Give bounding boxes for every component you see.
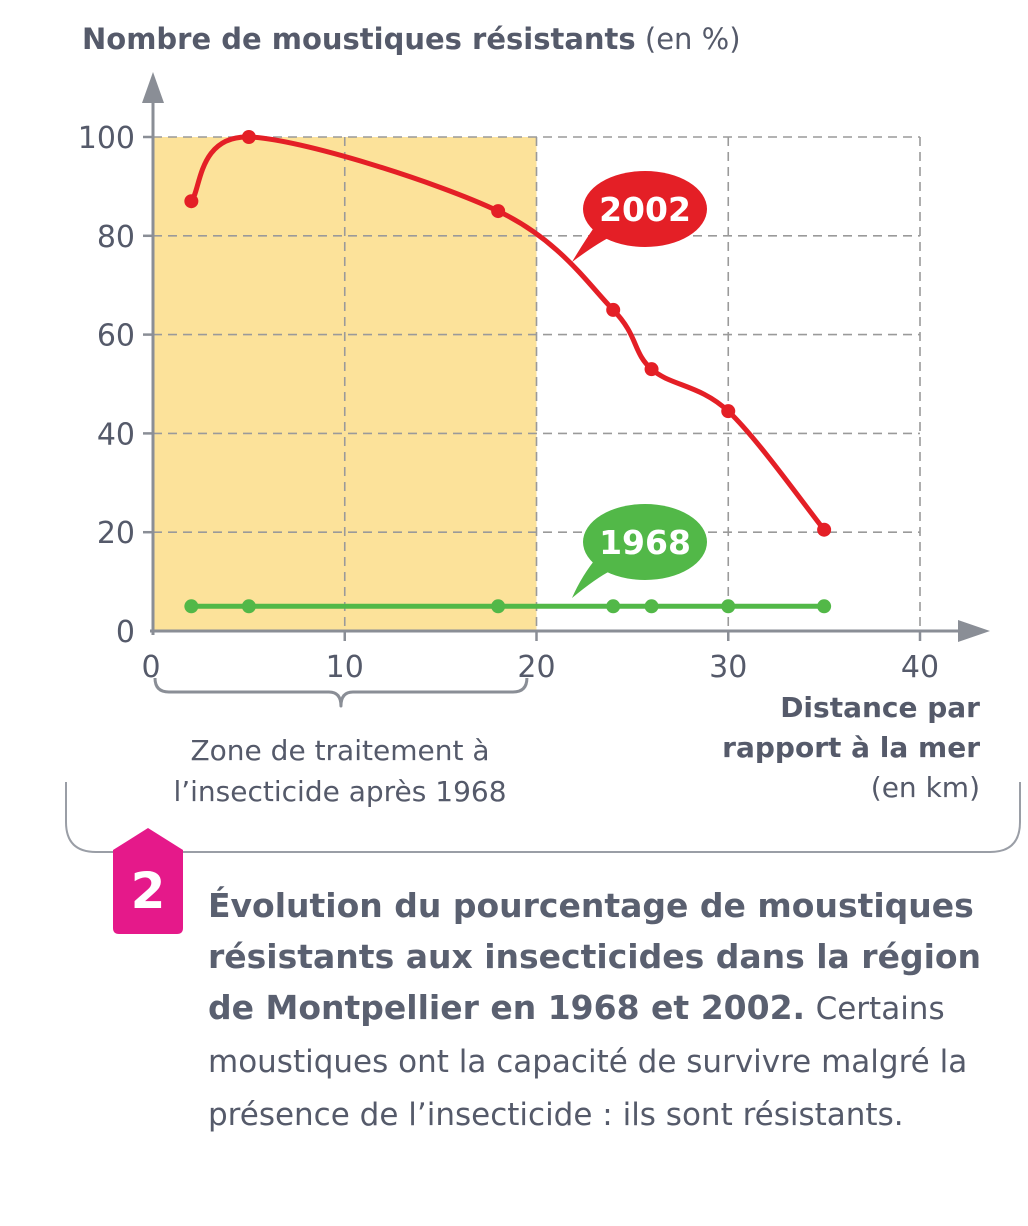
y-tick-label-60: 60 bbox=[97, 319, 135, 354]
x-axis-title-line2: rapport à la mer bbox=[722, 731, 980, 764]
point-1968-24 bbox=[606, 599, 621, 614]
figure-number: 2 bbox=[130, 862, 166, 920]
point-2002-30 bbox=[721, 404, 736, 419]
series-label-2002: 2002 bbox=[572, 171, 707, 262]
y-tick-label-40: 40 bbox=[97, 417, 135, 452]
chart-bracket bbox=[65, 782, 1021, 853]
figure-caption-bold: Évolution du pourcentage de moustiques r… bbox=[208, 886, 982, 1027]
zone-brace bbox=[153, 677, 529, 708]
point-2002-2 bbox=[184, 194, 199, 209]
x-axis-title-line1: Distance par bbox=[780, 691, 980, 724]
x-tick-label-30: 30 bbox=[709, 650, 747, 685]
point-2002-26 bbox=[644, 362, 659, 377]
y-axis-title-unit: (en %) bbox=[644, 22, 741, 56]
series-bubble-text-2002: 2002 bbox=[599, 190, 691, 229]
point-1968-2 bbox=[184, 599, 199, 614]
y-axis-title: Nombre de moustiques résistants (en %) bbox=[82, 22, 741, 56]
series-layer bbox=[184, 130, 832, 614]
x-axis-arrow bbox=[958, 620, 990, 642]
figure-caption: Évolution du pourcentage de moustiques r… bbox=[208, 880, 1008, 1141]
zone-label: Zone de traitement à l’insecticide après… bbox=[150, 730, 530, 812]
series-bubble-text-1968: 1968 bbox=[599, 523, 691, 562]
y-tick-label-100: 100 bbox=[78, 121, 135, 156]
series-label-1968: 1968 bbox=[572, 504, 707, 598]
decoration-layer: 2002 1968 bbox=[65, 171, 1021, 853]
x-tick-label-0: 0 bbox=[141, 650, 160, 685]
point-2002-5 bbox=[241, 130, 256, 144]
series-bubble-1968 bbox=[583, 504, 707, 580]
series-bubble-tail-1968 bbox=[572, 556, 612, 598]
figure-number-badge bbox=[113, 828, 183, 934]
y-tick-label-0: 0 bbox=[116, 615, 135, 650]
series-bubble-2002 bbox=[583, 171, 707, 247]
point-2002-18 bbox=[491, 204, 506, 219]
figure-caption-rest: Certains moustiques ont la capacité de s… bbox=[208, 991, 968, 1133]
y-axis-arrow bbox=[142, 72, 164, 103]
x-tick-label-20: 20 bbox=[517, 650, 555, 685]
x-axis-title-unit: (en km) bbox=[870, 771, 980, 804]
zone-label-line2: l’insecticide après 1968 bbox=[173, 775, 507, 808]
point-1968-18 bbox=[491, 599, 506, 614]
point-2002-24 bbox=[606, 302, 621, 317]
y-tick-label-80: 80 bbox=[97, 220, 135, 255]
zone-label-line1: Zone de traitement à bbox=[190, 734, 490, 767]
point-2002-35 bbox=[817, 522, 832, 537]
y-axis-title-bold: Nombre de moustiques résistants bbox=[82, 22, 636, 56]
x-tick-label-10: 10 bbox=[326, 650, 364, 685]
x-axis-title: Distance par rapport à la mer (en km) bbox=[722, 688, 980, 808]
series-bubble-tail-2002 bbox=[572, 222, 612, 262]
x-tick-label-40: 40 bbox=[901, 650, 939, 685]
point-1968-5 bbox=[241, 599, 256, 614]
point-1968-30 bbox=[721, 599, 736, 614]
point-1968-26 bbox=[644, 599, 659, 614]
point-1968-35 bbox=[817, 599, 832, 614]
axis-layer: 0 20 40 60 80 100 0 10 20 30 40 bbox=[78, 72, 990, 685]
y-tick-label-20: 20 bbox=[97, 516, 135, 551]
